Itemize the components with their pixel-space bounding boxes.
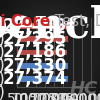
Text: Multi Core: Multi Core [0,14,50,28]
Text: 27,186: 27,186 [3,44,67,62]
Bar [17,50,68,55]
Text: Test, Default Scene: Test, Default Scene [50,14,100,28]
Text: 27,449: 27,449 [3,17,67,35]
Bar [17,63,68,69]
Text: 27,374: 27,374 [3,70,67,88]
Bar [17,76,68,82]
Text: 27,330: 27,330 [3,57,67,75]
Text: 27,295: 27,295 [3,30,67,48]
Text: HC: HC [69,80,98,98]
Bar [17,23,68,29]
Bar [17,36,68,42]
Text: Cinebench R23: Cinebench R23 [0,5,100,47]
